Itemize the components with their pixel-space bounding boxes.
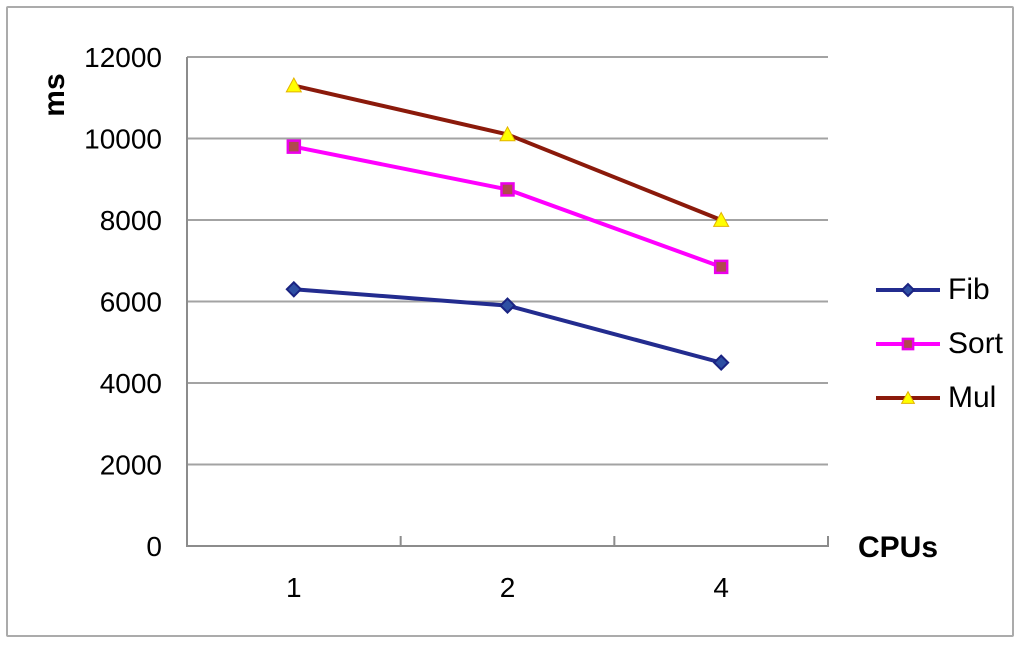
diamond-marker — [712, 354, 730, 372]
square-marker — [500, 182, 515, 197]
diamond-marker — [499, 297, 516, 314]
legend: Fib Sort Mul — [876, 268, 1003, 430]
x-tick-label: 2 — [500, 572, 516, 603]
fib-line-marker-swatch — [876, 282, 940, 298]
square-marker — [901, 337, 915, 351]
y-tick-label: 8000 — [100, 205, 162, 236]
series-line-sort — [291, 144, 724, 269]
y-axis-title: ms — [38, 73, 71, 117]
y-tick-label: 6000 — [100, 287, 162, 318]
series-line-mul — [291, 83, 724, 222]
triangle-marker — [712, 211, 730, 227]
y-tick-label: 4000 — [100, 368, 162, 399]
x-axis-title: CPUs — [858, 531, 939, 564]
y-tick-label: 2000 — [100, 450, 162, 481]
y-tick-label: 10000 — [84, 124, 162, 155]
chart-outer-frame — [6, 6, 1014, 637]
triangle-marker — [900, 390, 916, 404]
y-tick-label: 12000 — [84, 42, 162, 73]
legend-item-fib: Fib — [876, 268, 1003, 312]
y-tick-label: 0 — [146, 531, 162, 562]
triangle-marker — [285, 76, 303, 93]
legend-label: Sort — [948, 327, 1004, 360]
square-marker — [286, 139, 302, 154]
diamond-marker — [900, 282, 916, 298]
diamond-marker — [285, 280, 303, 298]
sort-line-marker-swatch — [876, 337, 940, 351]
triangle-marker — [499, 125, 516, 142]
legend-label: Mul — [948, 381, 997, 414]
mul-line-marker-swatch — [876, 390, 940, 404]
square-marker — [713, 259, 729, 275]
legend-item-mul: Mul — [876, 376, 1003, 420]
legend-item-sort: Sort — [876, 322, 1003, 366]
legend-label: Fib — [948, 273, 990, 306]
x-tick-label: 1 — [286, 572, 302, 603]
x-tick-label: 4 — [713, 572, 729, 603]
